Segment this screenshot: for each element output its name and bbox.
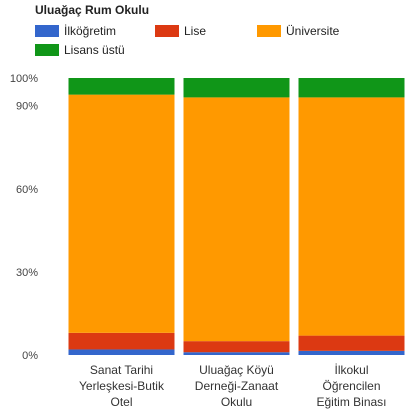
x-tick-label-line: Öğrencilen <box>322 379 381 393</box>
x-tick-label: İlkokul Öğrencilen Eğitim Binası <box>299 362 405 410</box>
bar-segment[interactable] <box>298 350 405 355</box>
bar-segment[interactable] <box>183 352 290 355</box>
y-tick-label: 60% <box>16 184 38 196</box>
legend-item-lisans-ustu[interactable]: Lisans üstü <box>35 43 125 57</box>
legend-item-lise[interactable]: Lise <box>155 24 206 38</box>
x-tick-label-line: Derneği-Zanaat <box>194 379 279 393</box>
legend-swatch <box>35 25 59 37</box>
chart-title: Uluağaç Rum Okulu <box>35 3 150 17</box>
y-tick-label: 100% <box>10 73 38 85</box>
legend-swatch <box>257 25 281 37</box>
y-tick-label: 0% <box>22 350 38 362</box>
legend-label: Lisans üstü <box>64 43 125 57</box>
x-tick-label: Sanat Tarihi Yerleşkesi-Butik Otel <box>69 362 175 410</box>
x-tick-label-line: Uluağaç Köyü <box>199 363 274 377</box>
bar-segment[interactable] <box>298 78 405 98</box>
bar-segment[interactable] <box>68 332 175 350</box>
legend-swatch <box>155 25 179 37</box>
legend-label: İlköğretim <box>64 24 117 38</box>
legend-label: Üniversite <box>286 24 340 38</box>
x-tick-label-line: Otel <box>110 395 133 409</box>
legend-label: Lise <box>184 24 207 38</box>
x-tick-label-line: Yerleşkesi-Butik <box>79 379 164 393</box>
x-tick-label-line: Okulu <box>220 395 253 409</box>
bar-segment[interactable] <box>183 78 290 98</box>
bar-segment[interactable] <box>68 94 175 333</box>
legend-swatch <box>35 44 59 56</box>
bar-segment[interactable] <box>183 341 290 353</box>
bar-segment[interactable] <box>298 97 405 336</box>
y-tick-label: 30% <box>16 267 38 279</box>
bar-segment[interactable] <box>183 97 290 342</box>
bar-segment[interactable] <box>298 335 405 351</box>
x-tick-label-line: Eğitim Binası <box>316 395 387 409</box>
x-tick-label-line: İlkokul <box>334 363 369 377</box>
legend-item-ilkogretim[interactable]: İlköğretim <box>35 24 116 38</box>
x-tick-label: Uluağaç Köyü Derneği-Zanaat Okulu <box>184 362 290 410</box>
legend-item-universite[interactable]: Üniversite <box>257 24 339 38</box>
bar-segment[interactable] <box>68 349 175 355</box>
x-tick-label-line: Sanat Tarihi <box>89 363 154 377</box>
y-tick-label: 90% <box>16 101 38 113</box>
bar-segment[interactable] <box>68 78 175 95</box>
